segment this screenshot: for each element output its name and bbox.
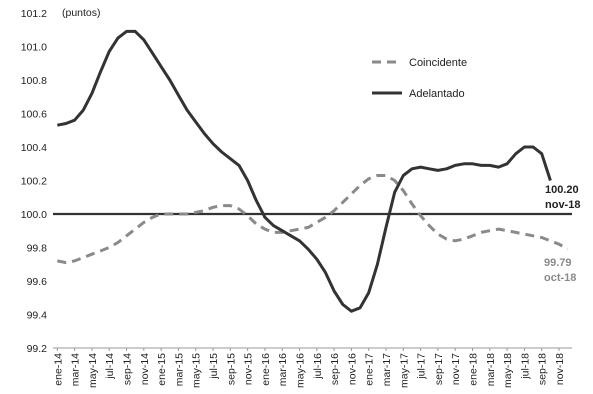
x-tick-label: may-15	[191, 353, 203, 388]
end-annotation-adelantado: 100.20 nov-18	[545, 184, 580, 211]
x-tick-label: nov-17	[450, 353, 462, 385]
x-tick-label: sep-15	[225, 353, 237, 385]
x-tick-label: ene-15	[156, 353, 168, 386]
x-tick-label: nov-14	[139, 353, 151, 385]
y-tick-label: 100.4	[21, 142, 47, 154]
y-axis: 99.2 99.4 99.6 99.8 100.0 100.2 100.4 100.6 100.…	[21, 8, 47, 355]
legend-label-coincidente: Coincidente	[409, 57, 467, 69]
x-tick-label: may-18	[502, 353, 514, 388]
y-tick-label: 99.8	[27, 243, 48, 255]
y-tick-label: 99.4	[27, 310, 48, 322]
y-tick-label: 100.6	[21, 109, 47, 121]
y-tick-label: 101.2	[21, 8, 47, 20]
y-tick-label: 99.6	[27, 276, 48, 288]
end-period-coincidente: oct-18	[544, 272, 576, 284]
y-unit-label: (puntos)	[62, 7, 101, 19]
x-tick-label: may-14	[87, 353, 99, 388]
x-tick-label: mar-17	[381, 353, 393, 386]
y-tick-label: 100.2	[21, 176, 47, 188]
legend: Coincidente Adelantado	[372, 57, 467, 100]
x-tick-label: sep-14	[122, 353, 134, 385]
x-tick-label: jul-17	[416, 353, 428, 380]
x-tick-label: nov-18	[554, 353, 566, 385]
x-tick-label: mar-18	[485, 353, 497, 386]
x-tick-label: may-17	[398, 353, 410, 388]
x-tick-label: sep-18	[537, 353, 549, 385]
series-line-coincidente	[57, 174, 569, 265]
x-tick-label: ene-16	[260, 353, 272, 386]
x-tick-label: sep-17	[433, 353, 445, 385]
x-tick-label: mar-15	[173, 353, 185, 386]
x-tick-label: sep-16	[329, 353, 341, 385]
x-tick-label: nov-15	[243, 353, 255, 385]
y-tick-label: 100.0	[21, 209, 47, 221]
x-axis: ene-14 mar-14 may-14 jul-14 sep-14 nov-14 ene-…	[52, 347, 572, 388]
y-tick-label: 99.2	[27, 343, 48, 355]
x-tick-label: ene-17	[364, 353, 376, 386]
x-tick-label: ene-18	[468, 353, 480, 386]
x-tick-label: may-16	[295, 353, 307, 388]
legend-label-adelantado: Adelantado	[409, 88, 465, 100]
x-tick-label: ene-14	[52, 353, 64, 386]
end-annotation-coincidente: 99.79 oct-18	[544, 257, 576, 284]
x-tick-label: jul-15	[208, 353, 220, 380]
y-tick-label: 101.0	[21, 42, 47, 54]
end-value-adelantado: 100.20	[545, 184, 579, 196]
x-tick-label: jul-18	[519, 353, 531, 380]
y-tick-label: 100.8	[21, 75, 47, 87]
x-tick-label: mar-14	[70, 353, 82, 386]
series-line-adelantado	[57, 29, 552, 313]
x-tick-label: nov-16	[346, 353, 358, 385]
end-period-adelantado: nov-18	[545, 199, 580, 211]
end-value-coincidente: 99.79	[544, 257, 572, 269]
x-tick-label: mar-16	[277, 353, 289, 386]
x-tick-label: jul-16	[312, 353, 324, 380]
x-tick-label: jul-14	[104, 353, 116, 380]
